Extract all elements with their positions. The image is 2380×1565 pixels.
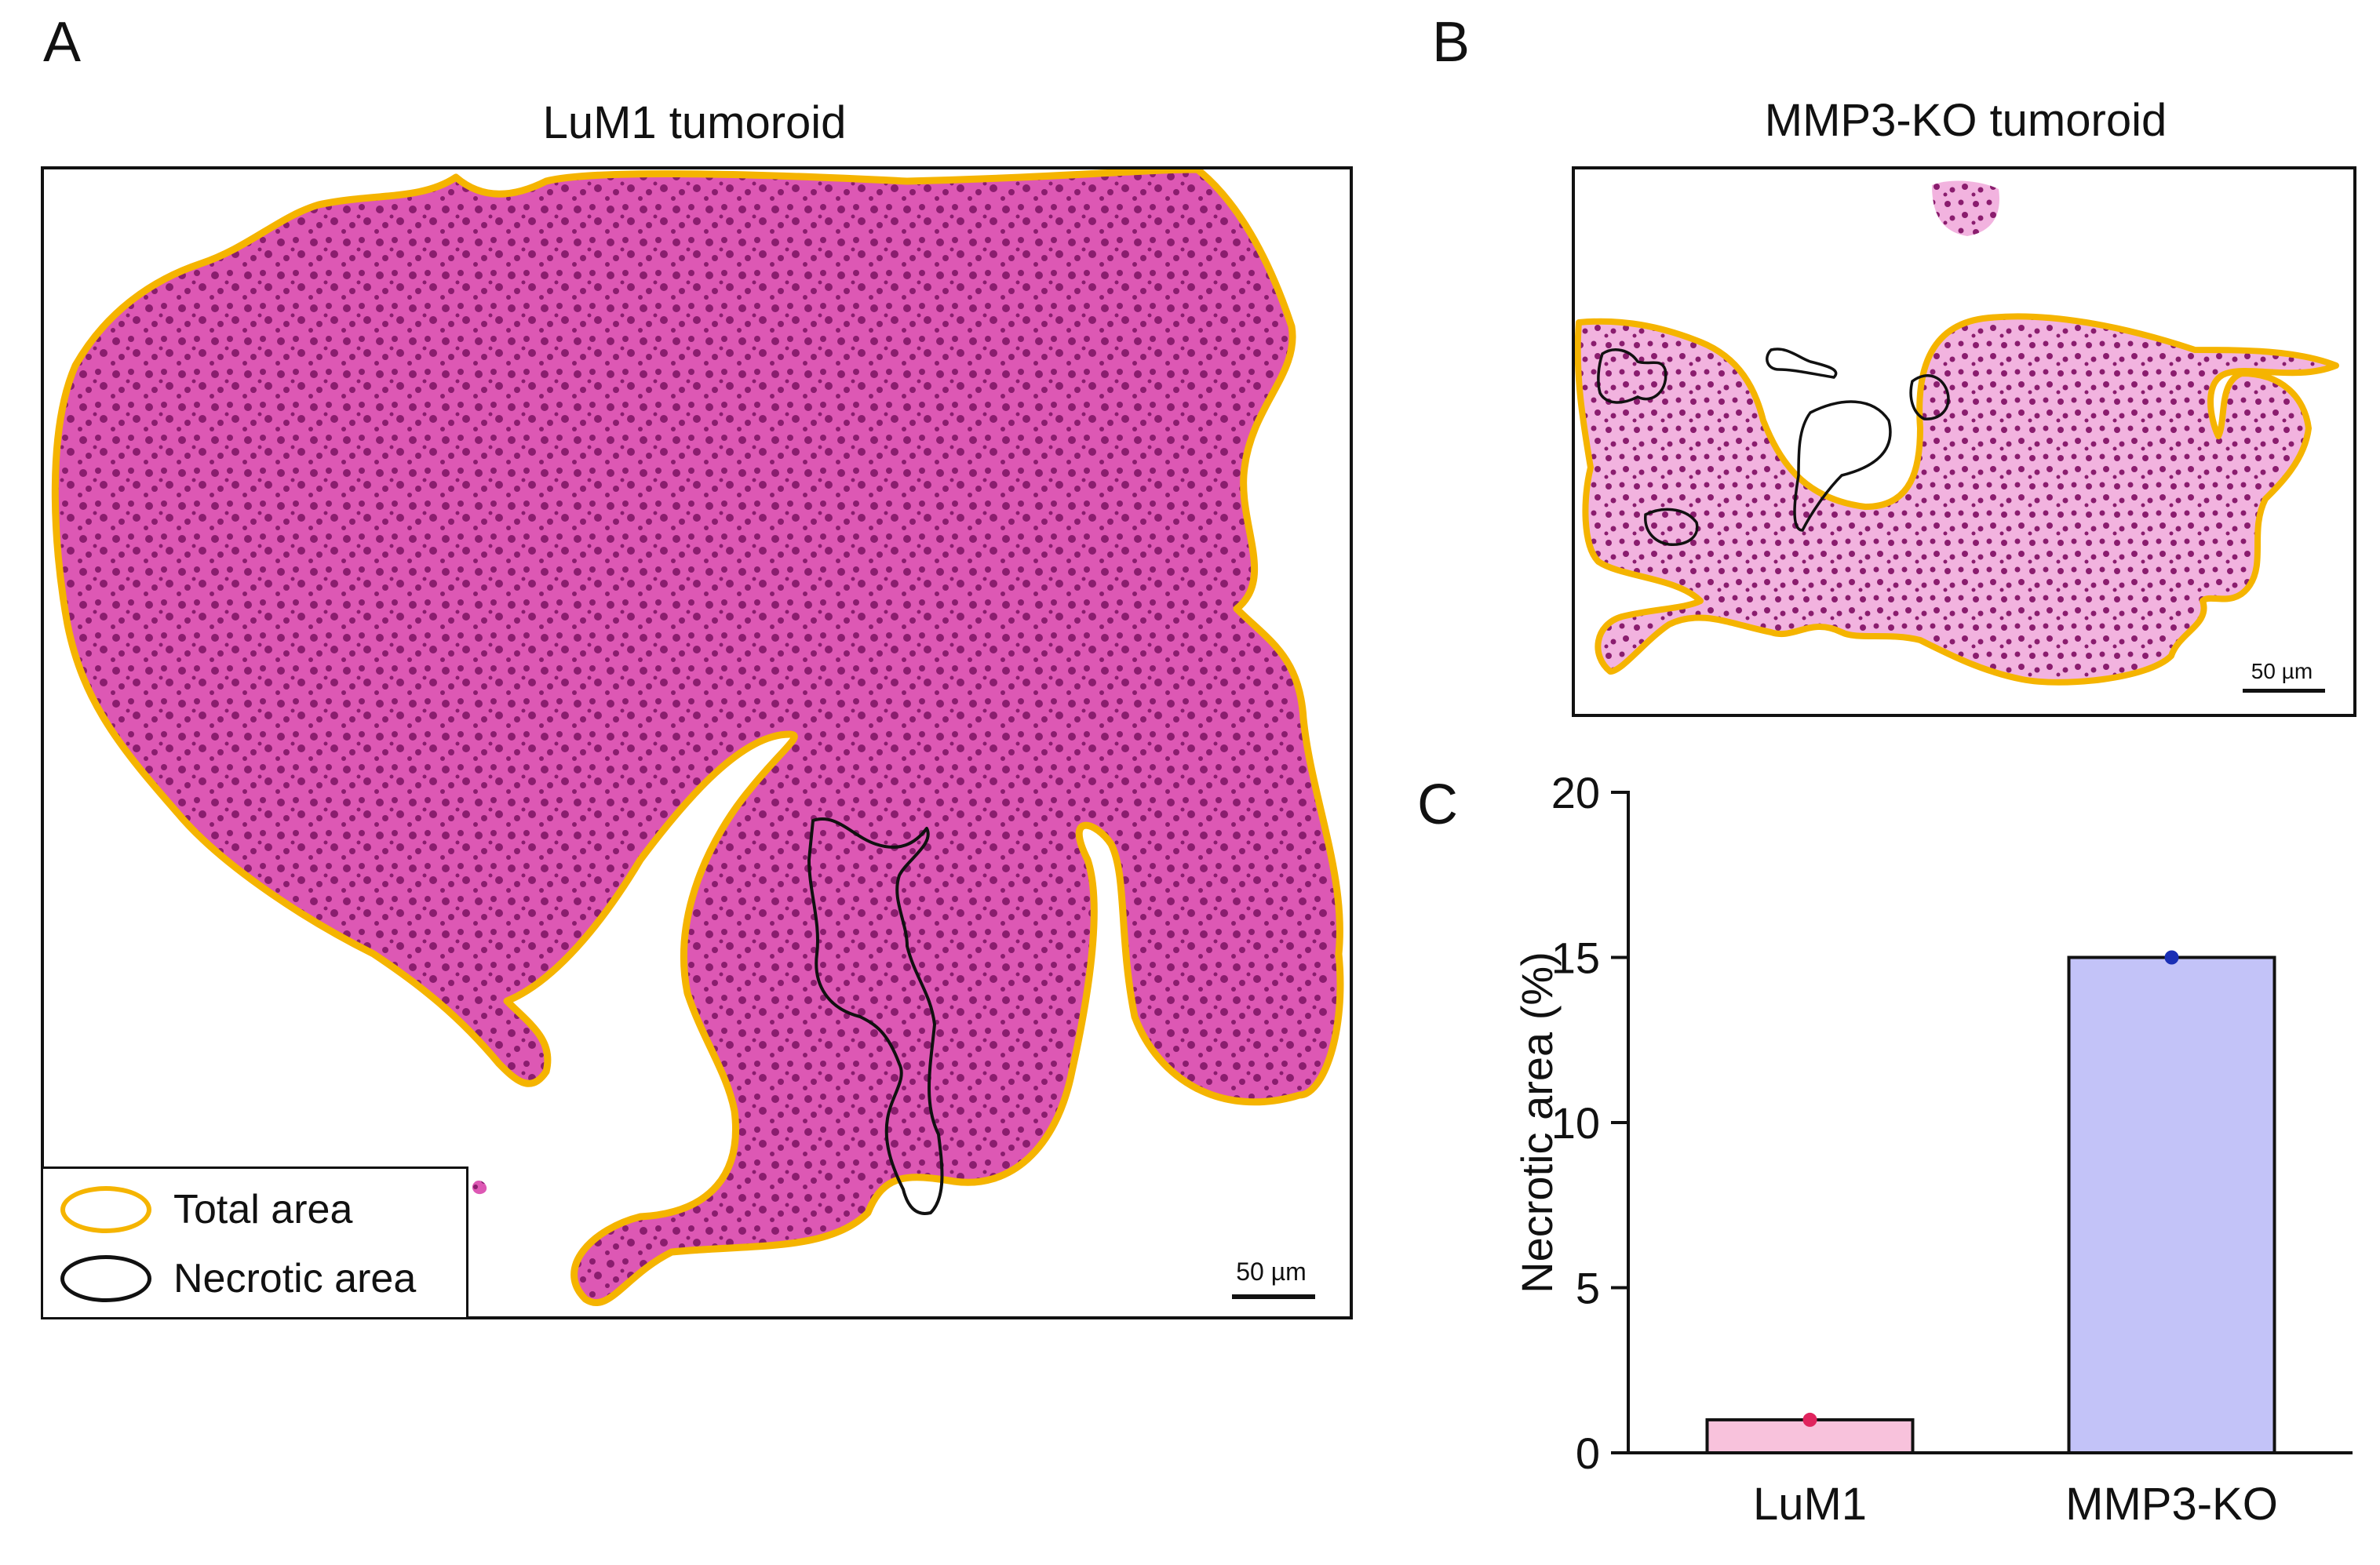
panel-c-letter: C xyxy=(1417,773,1458,836)
necrotic-area-chart: 0 5 10 15 20 Necrotic area (%) LuM1 MMP3-KO xyxy=(1452,753,2370,1561)
necrotic-area-chart-svg: 0 5 10 15 20 Necrotic area (%) LuM1 MMP3-KO xyxy=(1512,768,2353,1530)
micrograph-a xyxy=(41,166,1353,1319)
panel-b-title: MMP3-KO tumoroid xyxy=(1764,95,2167,146)
necrotic-region-b-1 xyxy=(1597,348,1667,404)
bar-mmp3-ko xyxy=(2067,955,2276,1454)
scale-bar-a xyxy=(1232,1294,1315,1299)
legend-necrotic-ring xyxy=(60,1255,151,1302)
x-tick-label-lum1: LuM1 xyxy=(1753,1479,1867,1530)
legend-necrotic: Necrotic area xyxy=(43,1247,416,1310)
micrograph-b-image xyxy=(1575,180,2339,686)
tumoroid-b-fragment-top xyxy=(1932,180,1999,236)
scale-label-b: 50 µm xyxy=(2251,659,2313,683)
necrotic-region-b-5 xyxy=(1644,508,1699,546)
legend-necrotic-label: Necrotic area xyxy=(173,1256,417,1301)
tissue-fragment-a xyxy=(472,1180,487,1195)
scale-label-a: 50 µm xyxy=(1236,1257,1307,1286)
panel-a-title: LuM1 tumoroid xyxy=(542,97,847,148)
legend-total-label: Total area xyxy=(173,1187,353,1232)
panel-a-letter: A xyxy=(43,11,82,74)
legend-total-ring xyxy=(60,1186,151,1233)
y-tick-label-15: 15 xyxy=(1551,934,1600,983)
scale-bar-b xyxy=(2243,689,2325,693)
tumoroid-a-tissue xyxy=(51,169,1344,1307)
legend-total: Total area xyxy=(43,1178,352,1241)
micrograph-b xyxy=(1572,166,2356,717)
necrotic-region-a xyxy=(807,817,944,1215)
panel-b-letter: B xyxy=(1432,11,1471,74)
point-mmp3-ko xyxy=(2164,950,2179,965)
necrotic-region-b-3 xyxy=(1909,374,1950,420)
y-tick-label-20: 20 xyxy=(1551,768,1600,817)
necrotic-region-b-4 xyxy=(1793,400,1892,532)
necrotic-region-b-2 xyxy=(1766,348,1838,379)
y-tick-label-10: 10 xyxy=(1551,1098,1600,1148)
y-axis-label: Necrotic area (%) xyxy=(1512,952,1562,1294)
micrograph-a-image xyxy=(51,169,1344,1307)
y-tick-label-0: 0 xyxy=(1576,1429,1600,1478)
x-tick-label-mmp3-ko: MMP3-KO xyxy=(2065,1479,2278,1530)
point-lum1 xyxy=(1802,1412,1817,1427)
y-tick-label-5: 5 xyxy=(1576,1264,1600,1313)
legend: Total area Necrotic area xyxy=(41,1166,468,1319)
tumoroid-b-tissue xyxy=(1575,313,2339,686)
